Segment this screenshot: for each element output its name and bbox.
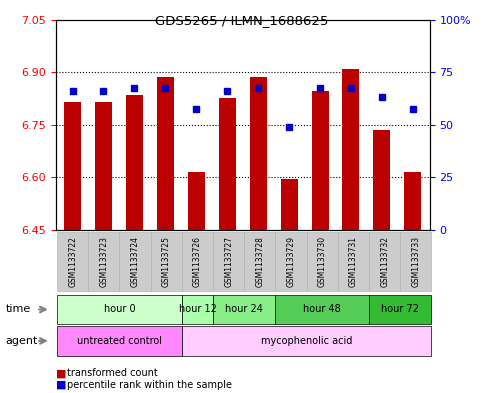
- Bar: [219, 99, 236, 230]
- Text: hour 12: hour 12: [179, 305, 216, 314]
- Bar: [342, 69, 359, 230]
- Text: transformed count: transformed count: [67, 368, 157, 378]
- Text: GSM1133723: GSM1133723: [99, 236, 108, 287]
- Bar: [64, 102, 81, 230]
- Bar: [281, 179, 298, 230]
- Text: GSM1133731: GSM1133731: [349, 236, 358, 287]
- Text: untreated control: untreated control: [77, 336, 162, 346]
- Text: GSM1133726: GSM1133726: [193, 236, 202, 287]
- Text: GSM1133728: GSM1133728: [256, 236, 264, 287]
- Text: GSM1133733: GSM1133733: [412, 236, 420, 287]
- Text: hour 0: hour 0: [104, 305, 135, 314]
- Text: GSM1133732: GSM1133732: [380, 236, 389, 287]
- Text: ■: ■: [56, 380, 66, 390]
- Text: hour 48: hour 48: [303, 305, 341, 314]
- Text: GSM1133724: GSM1133724: [130, 236, 140, 287]
- Text: GSM1133727: GSM1133727: [224, 236, 233, 287]
- Bar: [126, 95, 143, 230]
- Text: GSM1133729: GSM1133729: [286, 236, 296, 287]
- Text: hour 72: hour 72: [381, 305, 419, 314]
- Bar: [373, 130, 390, 230]
- Text: time: time: [6, 305, 31, 314]
- Text: GSM1133725: GSM1133725: [162, 236, 171, 287]
- Text: ■: ■: [56, 368, 66, 378]
- Bar: [312, 92, 328, 230]
- Bar: [157, 77, 174, 230]
- Text: GSM1133722: GSM1133722: [68, 236, 77, 287]
- Text: mycophenolic acid: mycophenolic acid: [261, 336, 352, 346]
- Bar: [95, 102, 112, 230]
- Text: hour 24: hour 24: [226, 305, 263, 314]
- Text: percentile rank within the sample: percentile rank within the sample: [67, 380, 232, 390]
- Bar: [188, 172, 205, 230]
- Text: GDS5265 / ILMN_1688625: GDS5265 / ILMN_1688625: [155, 14, 328, 27]
- Bar: [250, 77, 267, 230]
- Text: agent: agent: [6, 336, 38, 346]
- Text: GSM1133730: GSM1133730: [318, 236, 327, 287]
- Bar: [404, 172, 421, 230]
